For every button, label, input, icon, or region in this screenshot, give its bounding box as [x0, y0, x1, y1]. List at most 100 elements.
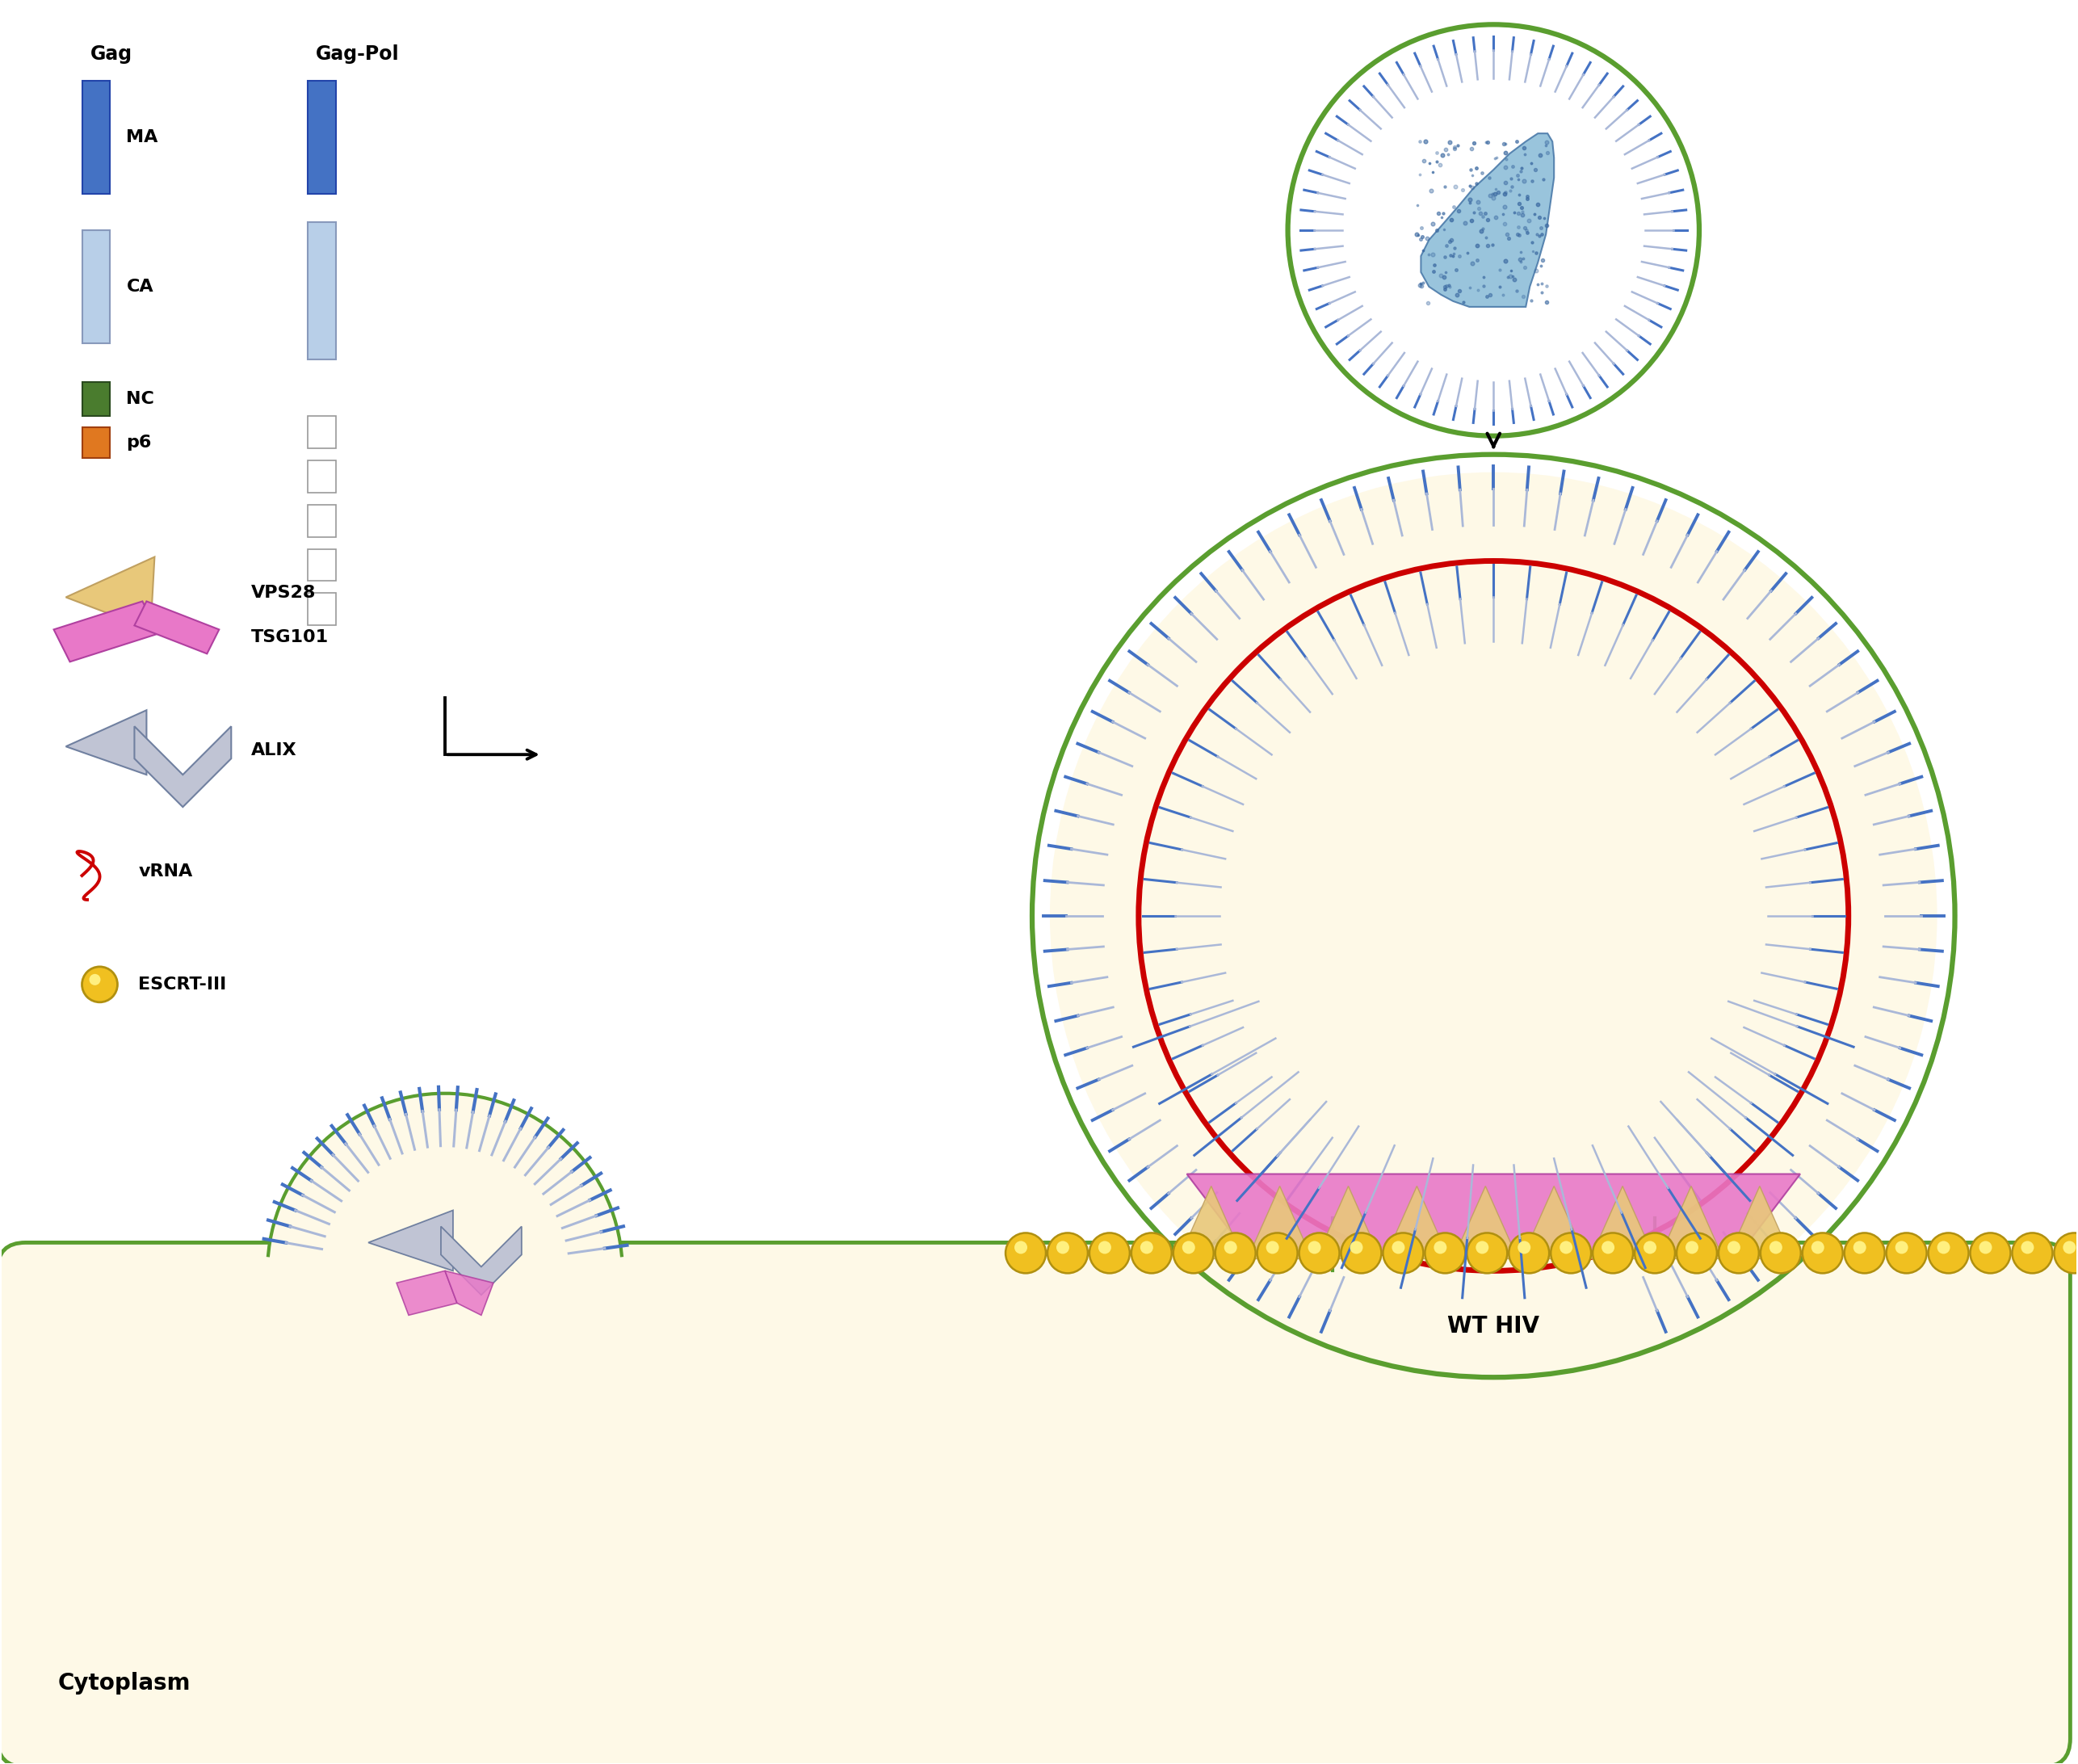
FancyBboxPatch shape [81, 427, 110, 457]
FancyBboxPatch shape [308, 593, 337, 626]
Text: Gag-Pol: Gag-Pol [316, 44, 399, 64]
Circle shape [1049, 473, 1937, 1360]
Circle shape [89, 974, 100, 986]
FancyBboxPatch shape [81, 231, 110, 344]
Circle shape [1802, 1233, 1843, 1274]
Circle shape [1768, 1240, 1783, 1254]
Circle shape [1434, 1240, 1446, 1254]
Circle shape [1299, 1233, 1340, 1274]
Circle shape [1845, 1233, 1885, 1274]
Circle shape [1130, 1233, 1172, 1274]
FancyBboxPatch shape [81, 381, 110, 416]
Circle shape [1307, 1240, 1322, 1254]
Circle shape [1301, 37, 1687, 423]
FancyBboxPatch shape [308, 549, 337, 580]
Circle shape [1517, 1240, 1531, 1254]
Circle shape [1224, 1240, 1236, 1254]
Circle shape [1635, 1233, 1675, 1274]
Circle shape [1592, 1233, 1633, 1274]
Circle shape [1887, 1233, 1926, 1274]
Polygon shape [1727, 1185, 1791, 1259]
FancyBboxPatch shape [308, 81, 337, 194]
Circle shape [1677, 1233, 1716, 1274]
Polygon shape [66, 557, 154, 630]
Circle shape [1266, 1240, 1278, 1254]
Circle shape [1760, 1233, 1802, 1274]
Polygon shape [1421, 134, 1554, 307]
Text: MA: MA [127, 129, 158, 145]
Circle shape [1937, 1240, 1949, 1254]
Circle shape [1685, 1240, 1698, 1254]
Circle shape [1970, 1233, 2012, 1274]
Circle shape [2022, 1240, 2034, 1254]
Circle shape [1644, 1240, 1656, 1254]
Polygon shape [368, 1210, 453, 1270]
FancyBboxPatch shape [308, 416, 337, 448]
Polygon shape [1521, 1185, 1586, 1259]
Text: ALIX: ALIX [251, 743, 297, 759]
Text: ESCRT-III: ESCRT-III [139, 975, 227, 993]
Text: CA: CA [127, 279, 154, 295]
Circle shape [1384, 1233, 1423, 1274]
Circle shape [1182, 1240, 1195, 1254]
Polygon shape [397, 1270, 457, 1316]
Text: p6: p6 [127, 434, 152, 450]
Circle shape [1812, 1240, 1824, 1254]
Polygon shape [135, 602, 218, 654]
Polygon shape [66, 711, 148, 774]
Circle shape [2063, 1240, 2076, 1254]
Circle shape [2053, 1233, 2078, 1274]
Circle shape [1392, 1240, 1405, 1254]
Circle shape [1099, 1240, 1112, 1254]
Polygon shape [441, 1226, 522, 1295]
Polygon shape [1187, 1175, 1800, 1254]
Circle shape [1561, 1240, 1573, 1254]
Circle shape [1928, 1233, 1968, 1274]
FancyBboxPatch shape [308, 505, 337, 536]
Circle shape [1351, 1240, 1363, 1254]
Circle shape [1216, 1233, 1255, 1274]
Polygon shape [1658, 1185, 1723, 1259]
Circle shape [1467, 1233, 1507, 1274]
Text: NC: NC [127, 392, 154, 407]
Circle shape [1056, 1240, 1070, 1254]
Text: Gag: Gag [89, 44, 133, 64]
Circle shape [1895, 1240, 1908, 1254]
Circle shape [1602, 1240, 1615, 1254]
Circle shape [1727, 1240, 1741, 1254]
Text: TSG101: TSG101 [251, 630, 328, 646]
Circle shape [1141, 1240, 1153, 1254]
Polygon shape [1453, 1185, 1517, 1259]
Circle shape [1047, 1233, 1087, 1274]
FancyBboxPatch shape [0, 1242, 2070, 1764]
Circle shape [1550, 1233, 1592, 1274]
Polygon shape [1590, 1185, 1654, 1259]
Circle shape [81, 967, 118, 1002]
Polygon shape [54, 602, 158, 662]
Circle shape [1174, 1233, 1214, 1274]
Circle shape [1006, 1233, 1045, 1274]
Circle shape [1978, 1240, 1993, 1254]
Polygon shape [1247, 1185, 1311, 1259]
FancyBboxPatch shape [308, 222, 337, 360]
Polygon shape [135, 727, 231, 806]
Circle shape [1340, 1233, 1382, 1274]
Circle shape [1475, 1240, 1488, 1254]
FancyBboxPatch shape [81, 81, 110, 194]
Polygon shape [445, 1270, 492, 1316]
Wedge shape [268, 1094, 621, 1270]
Circle shape [2012, 1233, 2053, 1274]
Circle shape [1509, 1233, 1550, 1274]
Circle shape [1854, 1240, 1866, 1254]
Text: VPS28: VPS28 [251, 586, 316, 602]
Polygon shape [1315, 1185, 1380, 1259]
Circle shape [1257, 1233, 1297, 1274]
Text: vRNA: vRNA [139, 863, 193, 880]
FancyBboxPatch shape [308, 460, 337, 492]
Circle shape [1014, 1240, 1027, 1254]
Polygon shape [1384, 1185, 1448, 1259]
Circle shape [1719, 1233, 1758, 1274]
Text: WT HIV: WT HIV [1448, 1316, 1540, 1337]
Text: Cytoplasm: Cytoplasm [58, 1672, 191, 1693]
Circle shape [1426, 1233, 1465, 1274]
